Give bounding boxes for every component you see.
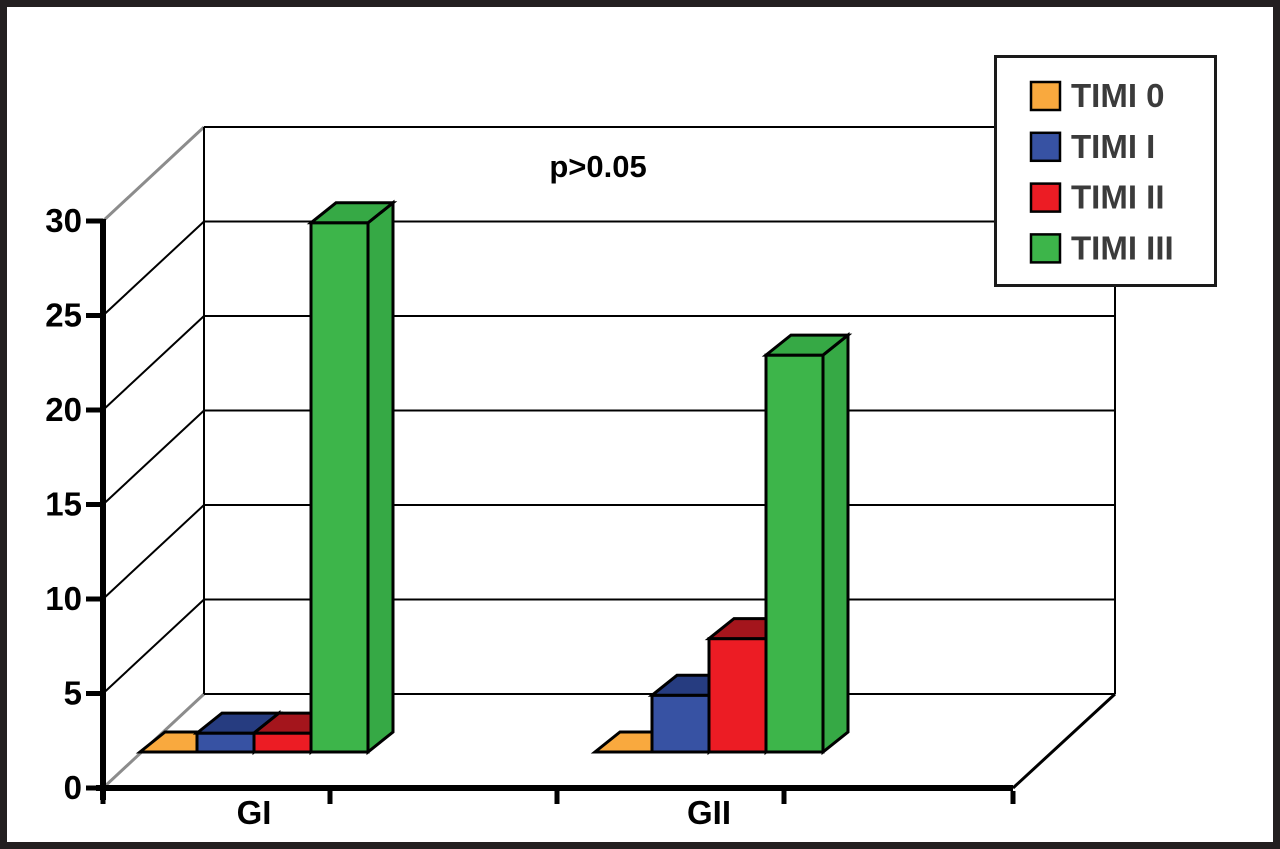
gridline-depth-connector-20: [102, 315, 205, 411]
x-category-label-gii: GII: [687, 794, 731, 831]
gridline-depth-connector-10: [102, 504, 205, 600]
y-tick-label-30: 30: [45, 202, 82, 239]
p-value-annotation: p>0.05: [549, 149, 646, 184]
floor-right-edge: [1011, 692, 1117, 790]
bar-gii-timi-i-front: [650, 693, 711, 754]
legend-label-timi-ii: TIMI II: [1071, 179, 1165, 216]
legend-label-timi-0: TIMI 0: [1071, 77, 1165, 114]
y-tick-label-10: 10: [45, 580, 82, 617]
bar-gii-timi-iii-side: [821, 331, 850, 756]
bar-gi-timi-iii-side: [366, 199, 395, 756]
legend-swatch-timi-iii: [1029, 233, 1062, 264]
bar-gii-timi-ii-front: [707, 637, 768, 754]
y-tick-label-5: 5: [64, 675, 82, 712]
y-tick-label-0: 0: [64, 769, 82, 806]
left-wall-top-edge: [101, 125, 206, 223]
gridline-depth-connector-5: [102, 598, 205, 695]
legend-swatch-timi-i: [1029, 131, 1062, 163]
y-tick-label-25: 25: [45, 297, 82, 334]
bar-gi-timi-ii-front: [252, 731, 313, 754]
y-tick-label-20: 20: [45, 391, 82, 428]
y-tick-label-15: 15: [45, 486, 82, 523]
bar-gi-timi-iii-top: [306, 201, 398, 225]
gridline-depth-connector-25: [102, 220, 205, 317]
legend-swatch-timi-ii: [1029, 182, 1062, 213]
legend-swatch-timi-0: [1029, 80, 1062, 112]
x-category-label-gi: GI: [237, 794, 272, 831]
bar-gi-timi-iii-front: [309, 221, 370, 754]
bar-gii-timi-iii-top: [761, 333, 853, 357]
legend-label-timi-i: TIMI I: [1071, 128, 1155, 165]
gridline-depth-connector-15: [102, 409, 205, 506]
bar-gii-timi-iii-front: [764, 353, 825, 754]
legend-label-timi-iii: TIMI III: [1071, 229, 1174, 266]
bar-gi-timi-i-front: [195, 731, 256, 754]
